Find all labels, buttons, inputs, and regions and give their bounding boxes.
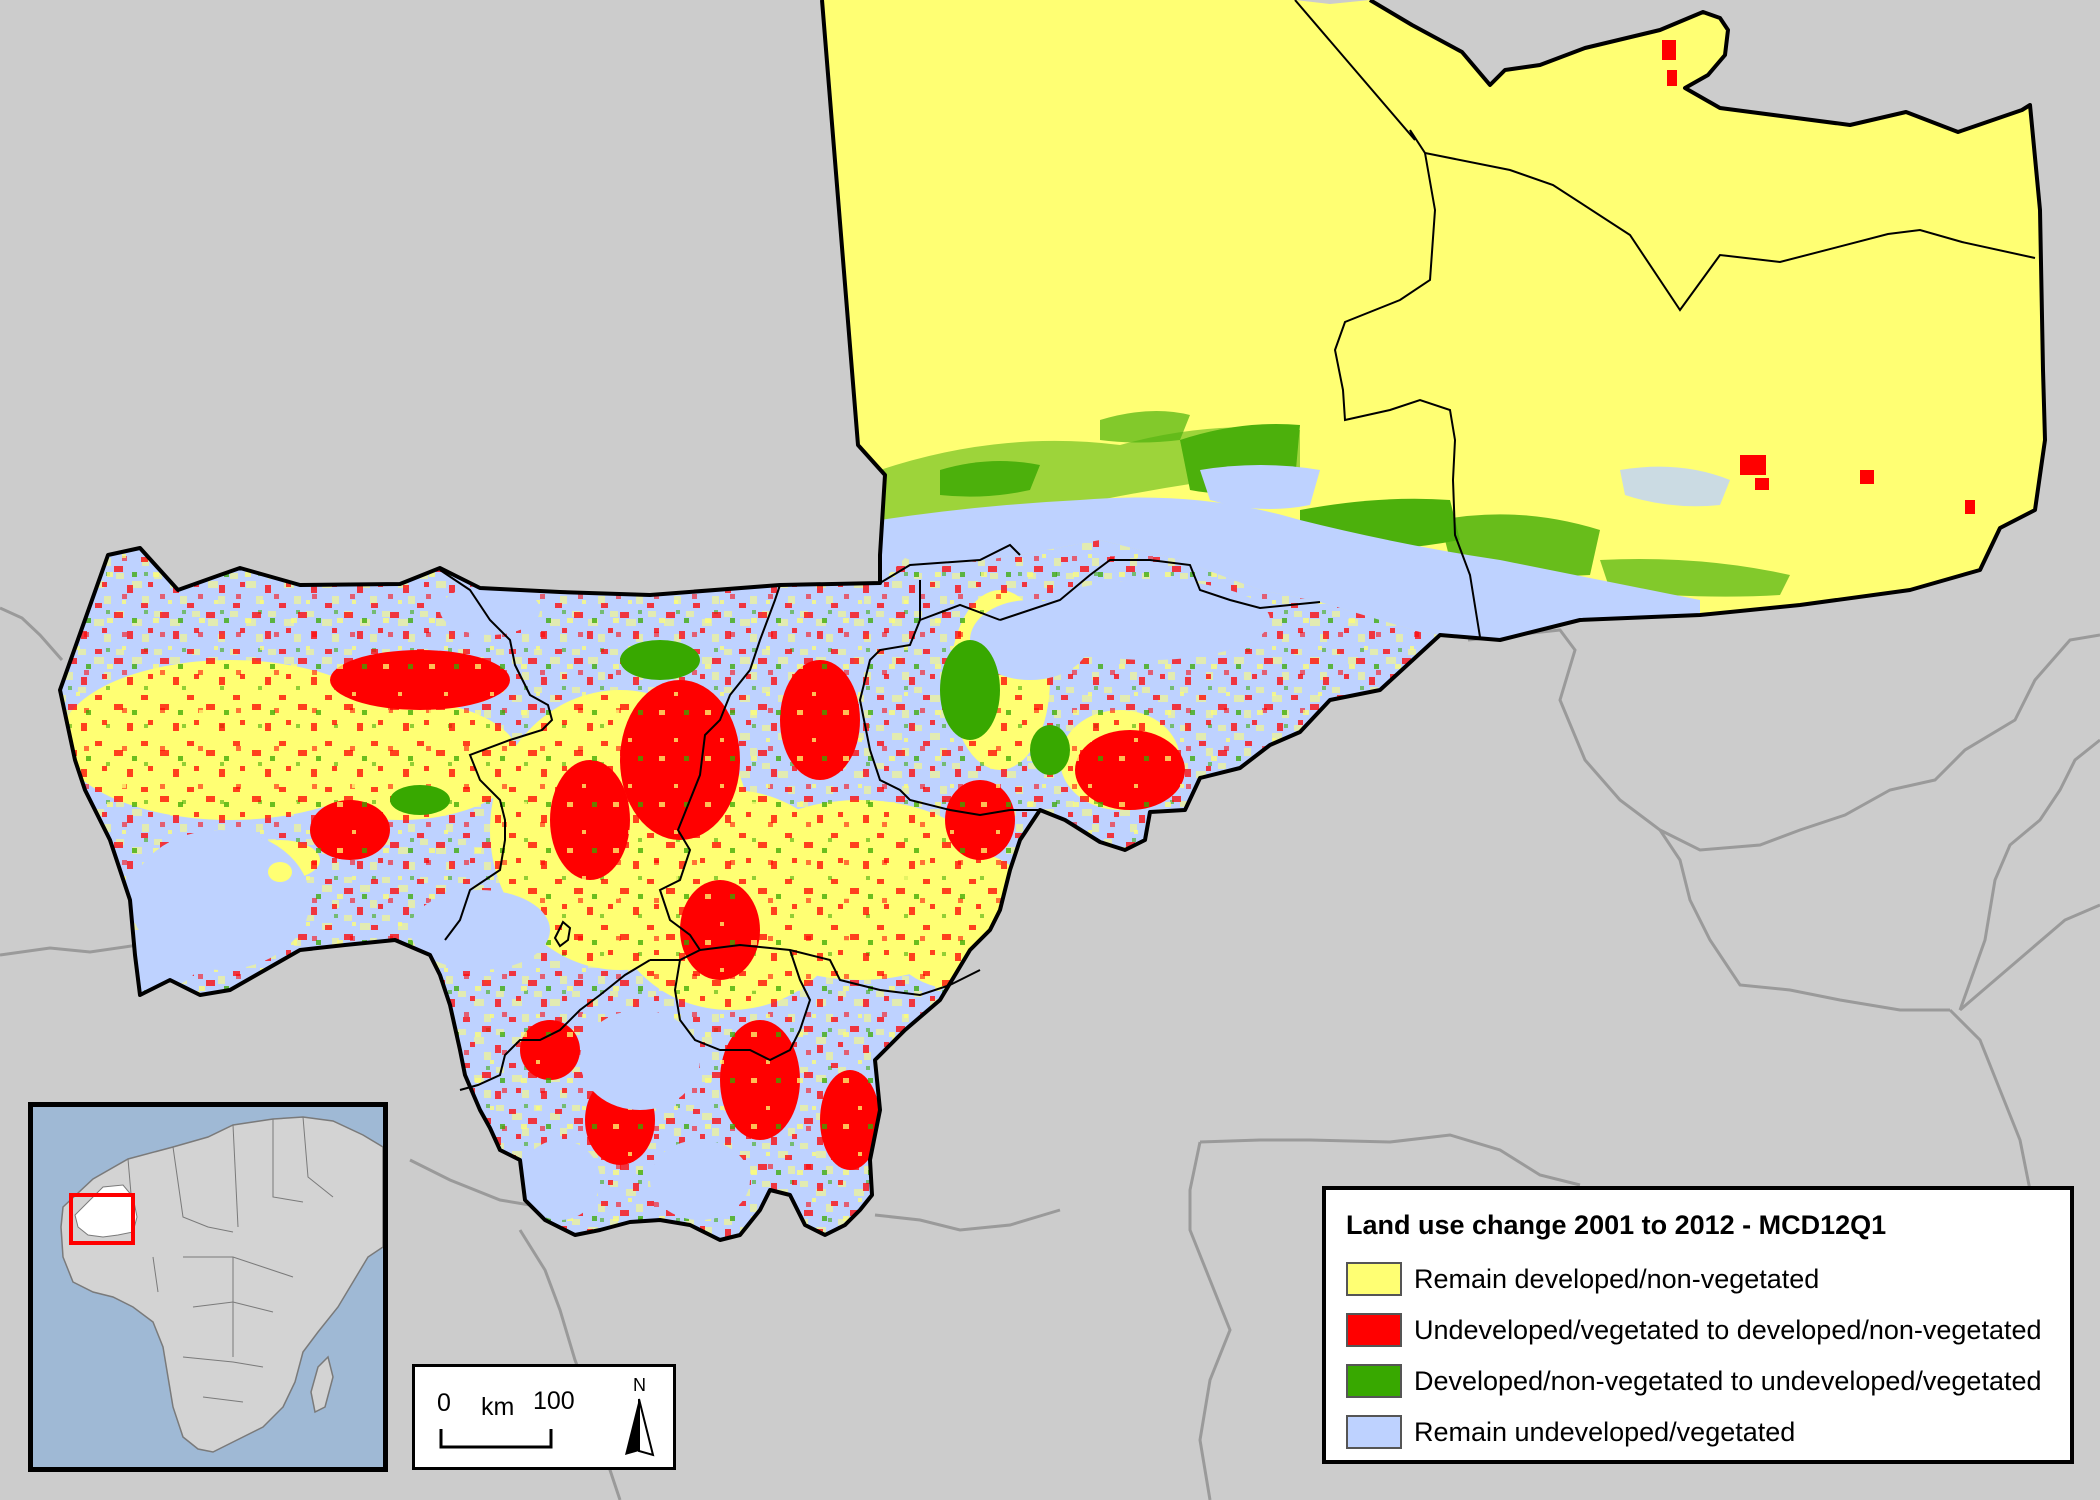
- legend-swatch: [1346, 1313, 1402, 1347]
- inset-country-borders: [127, 1116, 334, 1403]
- legend-label: Undeveloped/vegetated to developed/non-v…: [1414, 1314, 2042, 1345]
- north-red-patches: [1662, 40, 1975, 514]
- legend-swatch: [1346, 1415, 1402, 1449]
- north-label: N: [633, 1375, 646, 1395]
- legend-item-to-undeveloped: Developed/non-vegetated to undeveloped/v…: [1346, 1361, 2048, 1401]
- scale-bar-box: 0 km 100 N: [412, 1364, 676, 1470]
- legend-swatch: [1346, 1262, 1402, 1296]
- south-blue-patches: [100, 580, 1270, 1220]
- africa-landmass: [60, 1116, 383, 1453]
- scale-bar-line: [439, 1429, 553, 1449]
- legend-label: Developed/non-vegetated to undeveloped/v…: [1414, 1365, 2042, 1396]
- mali-outline: [58, 0, 2047, 1242]
- mali-north-region: [822, 0, 2045, 640]
- legend-label: Remain developed/non-vegetated: [1414, 1263, 1820, 1294]
- south-green-patches: [390, 640, 1070, 815]
- north-arrow-icon: [625, 1398, 655, 1457]
- map-legend: Land use change 2001 to 2012 - MCD12Q1 R…: [1322, 1186, 2074, 1464]
- legend-label: Remain undeveloped/vegetated: [1414, 1416, 1796, 1447]
- inset-locator-map: [28, 1102, 388, 1472]
- region-borders: [439, 0, 2036, 1091]
- legend-title: Land use change 2001 to 2012 - MCD12Q1: [1346, 1210, 1887, 1240]
- inset-frame-rect: [69, 1193, 135, 1245]
- scale-unit-label: km: [481, 1393, 515, 1421]
- inset-africa-map: [60, 1116, 383, 1453]
- legend-item-to-developed: Undeveloped/vegetated to developed/non-v…: [1346, 1310, 2048, 1350]
- scale-start-label: 0: [437, 1389, 451, 1417]
- legend-swatch: [1346, 1364, 1402, 1398]
- legend-item-remain-developed: Remain developed/non-vegetated: [1346, 1259, 2048, 1299]
- inset-mali-highlight: [74, 1184, 138, 1238]
- scale-end-label: 100: [533, 1387, 575, 1415]
- legend-item-remain-undeveloped: Remain undeveloped/vegetated: [1346, 1412, 2048, 1452]
